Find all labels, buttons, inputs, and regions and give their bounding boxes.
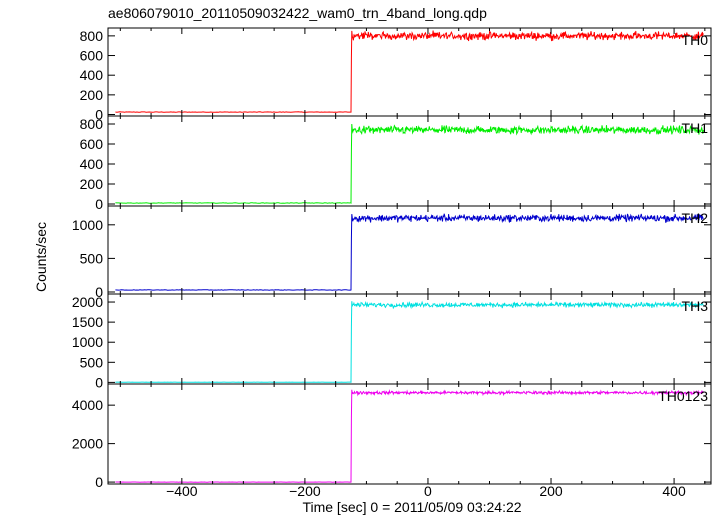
x-tick-label: 200	[539, 483, 563, 499]
panel-label: TH0123	[658, 388, 708, 404]
panel-th1: 0 200 400 600 800 TH1	[80, 115, 712, 212]
panel-th3: 0 500 1000 1500 2000 TH3	[72, 293, 712, 390]
panel-label: TH2	[682, 210, 709, 226]
panel-label: TH1	[682, 120, 709, 136]
y-axis-label: Counts/sec	[33, 222, 49, 292]
x-tick-label: 0	[424, 483, 432, 499]
y-tick-label: 800	[80, 28, 104, 44]
panel-frame	[107, 27, 712, 117]
x-axis-label: Time [sec] 0 = 2011/05/09 03:24:22	[302, 499, 521, 515]
series-line-th3	[115, 300, 704, 383]
x-tick-label: −400	[166, 483, 198, 499]
y-tick-label: 200	[80, 176, 104, 192]
panels: 0 200 400 600 800 TH0 0 200 400 600 800 TH1 0 500 1000…	[72, 27, 712, 499]
y-tick-label: 0	[95, 196, 103, 212]
panel-th2: 0 500 1000 TH2	[72, 205, 712, 300]
y-tick-label: 0	[95, 284, 103, 300]
panel-label: TH3	[682, 298, 709, 314]
y-tick-label: 2000	[72, 436, 103, 452]
y-tick-label: 1000	[72, 334, 103, 350]
y-tick-label: 600	[80, 136, 104, 152]
y-tick-label: 400	[80, 156, 104, 172]
y-tick-label: 500	[80, 354, 104, 370]
y-tick-label: 800	[80, 116, 104, 132]
series-line-th2	[115, 213, 704, 291]
panel-frame	[107, 383, 712, 485]
y-tick-label: 1500	[72, 314, 103, 330]
panel-frame	[107, 293, 712, 385]
series-line-th0123	[115, 389, 704, 483]
panel-th0: 0 200 400 600 800 TH0	[80, 27, 712, 123]
y-tick-label: 1000	[72, 217, 103, 233]
y-tick-label: 4000	[72, 397, 103, 413]
chart-title: ae806079010_20110509032422_wam0_trn_4ban…	[108, 5, 487, 21]
panel-th0123: 0 2000 4000 TH0123	[72, 383, 712, 490]
y-tick-label: 0	[95, 374, 103, 390]
y-tick-label: 500	[80, 250, 104, 266]
panel-label: TH0	[682, 32, 709, 48]
x-tick-label: −200	[289, 483, 321, 499]
y-tick-label: 200	[80, 87, 104, 103]
series-line-th1	[115, 123, 704, 204]
y-tick-label: 600	[80, 48, 104, 64]
x-tick-label: 400	[662, 483, 686, 499]
y-tick-label: 400	[80, 67, 104, 83]
y-tick-label: 0	[95, 107, 103, 123]
y-tick-label: 0	[95, 474, 103, 490]
y-tick-label: 2000	[72, 294, 103, 310]
series-line-th0	[115, 29, 704, 113]
